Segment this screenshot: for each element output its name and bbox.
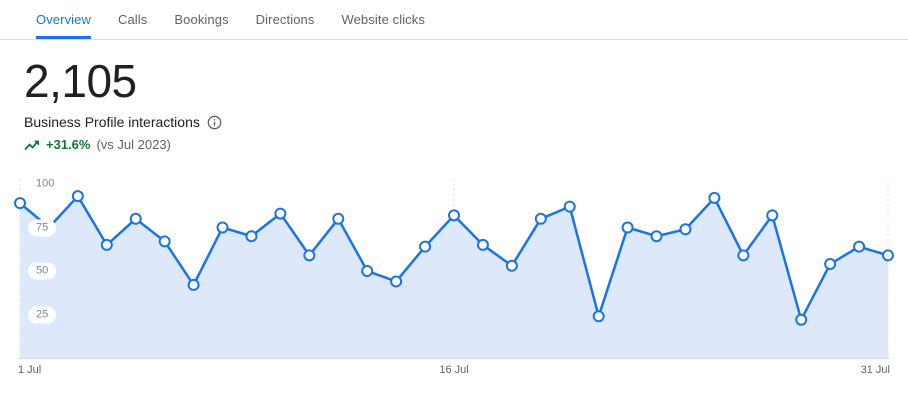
- trend-row: +31.6% (vs Jul 2023): [24, 137, 171, 152]
- x-tick-label: 1 Jul: [18, 364, 42, 376]
- tab-overview[interactable]: Overview: [36, 0, 91, 39]
- data-point[interactable]: [274, 207, 287, 220]
- tab-calls[interactable]: Calls: [117, 12, 148, 27]
- data-point[interactable]: [245, 230, 258, 243]
- data-point[interactable]: [129, 212, 142, 225]
- y-tick-label: 75: [28, 219, 57, 236]
- metric-label-row: Business Profile interactions: [24, 114, 222, 130]
- tab-directions[interactable]: Directions: [255, 12, 315, 27]
- data-point[interactable]: [332, 212, 345, 225]
- data-point[interactable]: [766, 209, 779, 222]
- data-point[interactable]: [448, 209, 460, 222]
- x-tick-label: 16 Jul: [439, 364, 469, 376]
- trend-delta: +31.6%: [46, 137, 91, 152]
- interactions-line-chart[interactable]: [0, 175, 908, 370]
- data-point[interactable]: [216, 221, 229, 234]
- data-point[interactable]: [563, 200, 576, 213]
- y-tick-label: 50: [28, 262, 57, 280]
- data-point[interactable]: [853, 240, 866, 253]
- metric-label: Business Profile interactions: [24, 114, 200, 130]
- data-point[interactable]: [14, 197, 26, 210]
- chart-region: 100 75 50 25 1 Jul 16 Jul 31 Jul: [0, 175, 908, 390]
- info-icon[interactable]: [207, 115, 222, 130]
- data-point[interactable]: [390, 275, 403, 288]
- tab-website-clicks[interactable]: Website clicks: [341, 12, 425, 27]
- data-point[interactable]: [158, 235, 171, 248]
- chart-area: [20, 196, 888, 358]
- data-point[interactable]: [100, 238, 113, 251]
- data-point[interactable]: [361, 265, 374, 277]
- data-point[interactable]: [303, 249, 316, 262]
- data-point[interactable]: [71, 190, 84, 203]
- y-tick-label: 25: [28, 306, 57, 323]
- data-point[interactable]: [795, 313, 808, 326]
- data-point[interactable]: [737, 249, 750, 262]
- data-point[interactable]: [187, 278, 200, 291]
- data-point[interactable]: [824, 258, 837, 271]
- trend-context: (vs Jul 2023): [96, 137, 171, 152]
- data-point[interactable]: [592, 310, 605, 323]
- data-point[interactable]: [679, 223, 692, 236]
- data-point[interactable]: [534, 212, 547, 225]
- x-tick-label: 31 Jul: [860, 364, 890, 376]
- data-point[interactable]: [621, 221, 634, 234]
- tab-bookings[interactable]: Bookings: [174, 12, 229, 27]
- data-point[interactable]: [882, 249, 894, 262]
- data-point[interactable]: [708, 191, 721, 204]
- metric-value: 2,105: [24, 55, 137, 107]
- trending-up-icon: [24, 139, 40, 151]
- y-tick-label: 100: [28, 175, 63, 193]
- data-point[interactable]: [476, 238, 489, 251]
- data-point[interactable]: [505, 259, 518, 272]
- data-point[interactable]: [650, 230, 663, 243]
- tab-bar: Overview Calls Bookings Directions Websi…: [0, 0, 908, 40]
- data-point[interactable]: [419, 240, 432, 253]
